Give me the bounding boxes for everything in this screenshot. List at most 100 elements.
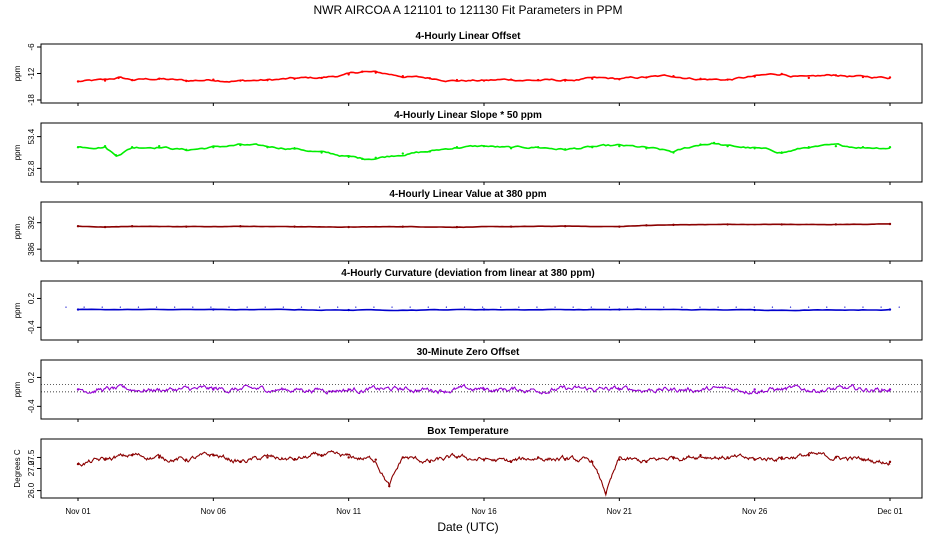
data-point-temperature-14 — [428, 460, 432, 464]
data-point-value-6 — [347, 225, 350, 229]
data-point-temperature-6 — [239, 460, 242, 464]
curvature-upper-dot — [572, 306, 574, 308]
data-point-temperature-29 — [807, 454, 810, 457]
panel-value: 4-Hourly Linear Value at 380 ppm 386 392 pp… — [13, 189, 923, 264]
data-point-slope-10 — [320, 151, 323, 154]
panel-frame-offset — [40, 43, 923, 104]
data-point-offset-29 — [807, 76, 810, 80]
data-point-value-7 — [401, 225, 404, 228]
data-point-zero-2 — [347, 388, 350, 391]
data-point-curvature-0 — [76, 308, 80, 311]
data-point-offset-27 — [753, 75, 756, 78]
data-point-slope-2 — [114, 153, 118, 157]
y-tick-label-offset-1: -12 — [27, 67, 36, 79]
curvature-upper-dot — [155, 306, 158, 308]
curvature-upper-dot — [826, 306, 828, 308]
data-point-offset-31 — [861, 75, 865, 79]
data-point-offset-26 — [726, 78, 729, 81]
data-point-offset-28 — [780, 72, 783, 76]
curvature-upper-dot — [898, 306, 900, 308]
data-point-offset-13 — [374, 71, 377, 74]
data-point-offset-15 — [428, 77, 432, 80]
curvature-upper-dot — [500, 306, 502, 308]
data-point-temperature-1 — [103, 458, 107, 461]
data-point-temperature-5 — [212, 454, 215, 457]
y-tick-label-zero-1: 0.2 — [27, 371, 36, 383]
y-tick-label-temperature-1: 27.0 — [27, 460, 36, 476]
series-line-value — [77, 223, 890, 229]
curvature-upper-dot — [174, 306, 176, 308]
curvature-upper-dot — [862, 306, 864, 308]
panel-frame-zero — [40, 359, 923, 420]
panels-group: 4-Hourly Linear Offset-18-12-6ppm4-Hourl… — [13, 31, 923, 501]
y-tick-label-curvature-0: -0.4 — [27, 320, 36, 334]
curvature-upper-dot — [717, 306, 719, 308]
curvature-upper-dot — [753, 306, 755, 308]
y-axis-label-temperature: Degrees C — [13, 449, 22, 487]
data-point-slope-4 — [158, 144, 161, 148]
curvature-upper-dot — [645, 306, 647, 308]
panel-title-offset: 4-Hourly Linear Offset — [415, 31, 521, 42]
data-point-slope-23 — [645, 147, 648, 150]
data-point-temperature-22 — [618, 458, 621, 461]
data-point-slope-24 — [672, 151, 675, 154]
data-point-temperature-23 — [645, 460, 648, 464]
data-point-value-15 — [780, 223, 783, 226]
data-point-zero-3 — [482, 388, 486, 391]
data-point-value-14 — [726, 223, 729, 226]
x-axis-title: Date (UTC) — [437, 520, 498, 534]
data-point-offset-0 — [76, 80, 80, 83]
data-point-slope-28 — [753, 147, 756, 150]
curvature-upper-dot — [119, 306, 121, 308]
data-point-temperature-9 — [320, 454, 323, 457]
data-point-temperature-13 — [401, 456, 404, 459]
data-point-zero-6 — [888, 388, 892, 391]
x-tick-label-0: Nov 01 — [65, 507, 91, 516]
curvature-upper-dot — [699, 306, 701, 308]
data-point-temperature-24 — [672, 456, 675, 459]
panel-frame-temperature — [40, 438, 923, 499]
data-point-offset-19 — [536, 78, 540, 82]
data-point-offset-14 — [401, 74, 404, 78]
data-point-slope-0 — [76, 146, 80, 149]
y-tick-label-curvature-1: 0.2 — [27, 292, 36, 304]
data-point-temperature-17 — [509, 460, 513, 464]
data-point-slope-18 — [509, 147, 513, 150]
y-tick-label-offset-0: -18 — [27, 94, 36, 106]
data-point-offset-7 — [239, 79, 242, 82]
panel-title-zero: 30-Minute Zero Offset — [417, 347, 520, 358]
curvature-upper-dot — [608, 306, 611, 308]
curvature-upper-dot — [192, 306, 194, 308]
curvature-upper-dot — [210, 306, 212, 308]
data-point-value-1 — [103, 225, 107, 229]
data-point-offset-18 — [509, 78, 513, 81]
curvature-upper-dot — [536, 306, 538, 308]
chart-title: NWR AIRCOA A 121101 to 121130 Fit Parame… — [313, 3, 622, 17]
curvature-upper-dot — [844, 306, 846, 308]
data-point-value-11 — [618, 225, 621, 228]
data-point-temperature-3 — [158, 456, 161, 459]
curvature-upper-dot — [463, 306, 466, 308]
curvature-upper-dot — [391, 306, 393, 308]
data-point-temperature-12 — [388, 484, 391, 488]
curvature-upper-dot — [771, 306, 774, 308]
data-point-temperature-30 — [834, 456, 838, 459]
data-point-value-5 — [293, 225, 296, 228]
data-point-slope-27 — [726, 144, 729, 148]
data-point-slope-16 — [455, 146, 459, 149]
data-point-curvature-1 — [212, 308, 215, 311]
data-point-slope-26 — [712, 141, 716, 145]
data-point-value-9 — [509, 225, 513, 228]
data-point-temperature-15 — [455, 456, 459, 459]
curvature-upper-dot — [101, 306, 103, 308]
data-point-temperature-18 — [536, 456, 540, 459]
curvature-upper-dot — [663, 306, 665, 308]
data-point-slope-11 — [347, 155, 350, 158]
panel-title-temperature: Box Temperature — [427, 426, 509, 437]
data-point-value-17 — [888, 222, 892, 226]
curvature-upper-dot — [554, 306, 556, 308]
data-point-value-12 — [645, 224, 648, 227]
data-point-temperature-7 — [266, 456, 269, 459]
data-point-curvature-5 — [753, 308, 756, 312]
curvature-upper-dot — [355, 306, 357, 308]
